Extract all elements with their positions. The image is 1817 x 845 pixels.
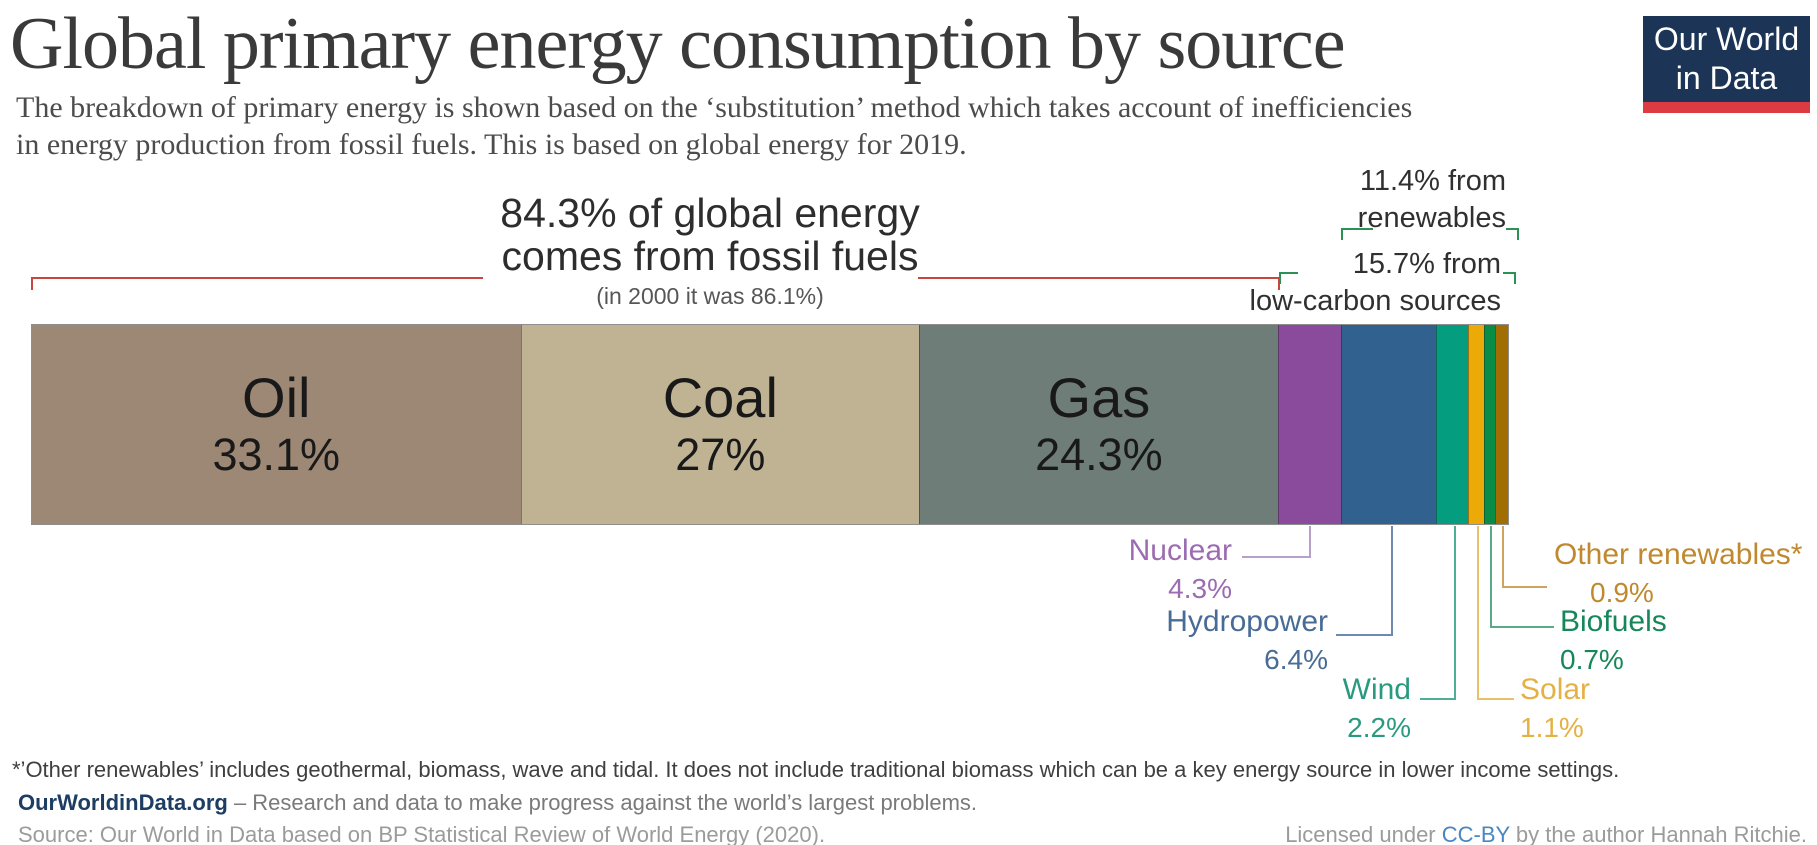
- nuclear-label-value: 4.3%: [1168, 573, 1232, 604]
- bar-segment-oil: Oil 33.1%: [32, 325, 521, 524]
- other-renewables-label-name: Other renewables*: [1554, 538, 1803, 571]
- other-renewables-connector-line: [1502, 526, 1547, 588]
- low-carbon-annotation-line-2: low-carbon sources: [1249, 285, 1501, 318]
- nuclear-label: Nuclear 4.3%: [1062, 534, 1232, 605]
- owid-logo-line-1: Our World: [1653, 20, 1800, 57]
- low-carbon-annotation: 15.7% from low-carbon sources: [1250, 246, 1501, 320]
- footnote: *’Other renewables’ includes geothermal,…: [12, 757, 1620, 782]
- fossil-annotation-line-2: comes from fossil fuels: [501, 233, 919, 280]
- license-cc-by-link[interactable]: CC-BY: [1441, 822, 1510, 845]
- solar-label: Solar 1.1%: [1520, 673, 1650, 744]
- low-carbon-annotation-line-1: 15.7% from: [1352, 248, 1501, 280]
- renewables-bracket-right: [1506, 228, 1519, 240]
- solar-connector-line: [1477, 526, 1514, 700]
- low-carbon-bracket-right: [1503, 272, 1516, 284]
- bar-segment-coal: Coal 27%: [520, 325, 920, 524]
- stacked-bar: Oil 33.1% Coal 27% Gas 24.3%: [31, 324, 1509, 525]
- fossil-annotation-note: (in 2000 it was 86.1%): [596, 283, 824, 310]
- source-attribution: Source: Our World in Data based on BP St…: [18, 822, 826, 845]
- nuclear-connector-line: [1242, 526, 1311, 558]
- solar-label-value: 1.1%: [1520, 712, 1584, 743]
- owid-logo-line-2: in Data: [1675, 60, 1778, 96]
- bar-segment-biofuels: [1484, 325, 1495, 524]
- wind-connector-line: [1420, 526, 1456, 700]
- other-renewables-label: Other renewables* 0.9%: [1554, 538, 1816, 609]
- biofuels-label-name: Biofuels: [1560, 605, 1667, 638]
- license-prefix: Licensed under: [1285, 822, 1442, 845]
- fossil-fuels-annotation: 84.3% of global energy comes from fossil…: [430, 190, 990, 310]
- bar-segment-nuclear: [1277, 325, 1342, 524]
- owid-tagline-row: OurWorldinData.org – Research and data t…: [18, 790, 1618, 816]
- hydropower-label-name: Hydropower: [1166, 605, 1328, 638]
- fossil-bracket-left: [31, 277, 483, 290]
- owid-tagline: – Research and data to make progress aga…: [227, 790, 978, 815]
- fossil-bracket-right: [918, 277, 1280, 290]
- subtitle-line-2: in energy production from fossil fuels. …: [16, 127, 967, 161]
- biofuels-label: Biofuels 0.7%: [1560, 605, 1710, 676]
- owid-logo-text: Our World in Data: [1643, 16, 1810, 102]
- wind-label: Wind 2.2%: [1299, 673, 1411, 744]
- wind-label-name: Wind: [1342, 673, 1411, 706]
- solar-label-name: Solar: [1520, 673, 1591, 706]
- bar-segment-solar: [1468, 325, 1485, 524]
- low-carbon-bracket-left: [1279, 272, 1298, 284]
- owid-website-link[interactable]: OurWorldinData.org: [18, 790, 228, 815]
- subtitle-line-1: The breakdown of primary energy is shown…: [16, 91, 1413, 124]
- bar-segment-value: 33.1%: [212, 428, 341, 480]
- hydropower-connector-line: [1336, 526, 1393, 636]
- renewables-annotation-line-2: renewables: [1357, 202, 1506, 235]
- other-renewables-label-value: 0.9%: [1590, 577, 1654, 608]
- hydropower-label: Hydropower 6.4%: [1140, 605, 1328, 676]
- bar-segment-value: 24.3%: [1035, 428, 1163, 480]
- nuclear-label-name: Nuclear: [1128, 534, 1232, 567]
- bar-segment-value: 27%: [675, 428, 766, 480]
- biofuels-label-value: 0.7%: [1560, 644, 1624, 675]
- renewables-bracket-left: [1341, 228, 1373, 240]
- page-title: Global primary energy consumption by sou…: [10, 3, 1346, 85]
- owid-logo: Our World in Data: [1643, 16, 1810, 113]
- license-suffix: by the author Hannah Ritchie.: [1509, 822, 1807, 845]
- bar-segment-hydropower: [1341, 325, 1436, 524]
- bar-segment-name: Gas: [1047, 365, 1151, 429]
- renewables-annotation: 11.4% from renewables: [1358, 163, 1506, 237]
- renewables-annotation-line-1: 11.4% from: [1359, 165, 1506, 197]
- bar-segment-name: Oil: [242, 365, 311, 429]
- page-subtitle: The breakdown of primary energy is shown…: [16, 90, 1446, 163]
- owid-logo-accent-strip: [1643, 102, 1810, 113]
- bar-segment-other-renewables: [1494, 325, 1508, 524]
- bar-segment-name: Coal: [662, 365, 778, 429]
- biofuels-connector-line: [1490, 526, 1554, 628]
- fossil-annotation-line-1: 84.3% of global energy: [500, 190, 920, 236]
- hydropower-label-value: 6.4%: [1264, 644, 1328, 675]
- wind-label-value: 2.2%: [1347, 712, 1411, 743]
- bar-segment-wind: [1435, 325, 1469, 524]
- bar-segment-gas: Gas 24.3%: [919, 325, 1278, 524]
- license-row: Licensed under CC-BY by the author Hanna…: [1285, 822, 1807, 845]
